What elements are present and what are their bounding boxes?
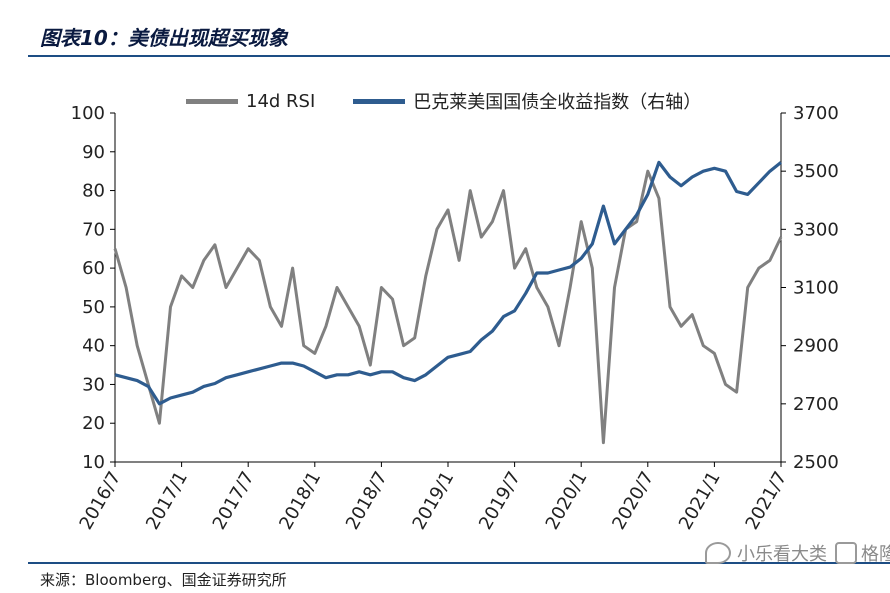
left-tick-label: 40 <box>82 336 105 357</box>
x-tick-label: 2017/7 <box>209 468 259 533</box>
right-tick-label: 3100 <box>793 278 839 299</box>
legend-swatch-rsi <box>186 98 238 104</box>
source-note: 来源：Bloomberg、国金证券研究所 <box>40 571 287 589</box>
right-tick-label: 3500 <box>793 161 839 182</box>
right-tick-label: 3300 <box>793 219 839 240</box>
rsi-series-line <box>113 169 783 445</box>
left-tick-label: 10 <box>82 452 105 473</box>
left-tick-label: 60 <box>82 258 105 279</box>
x-tick-label: 2021/1 <box>675 468 725 533</box>
x-tick-label: 2018/7 <box>342 468 392 533</box>
legend: 14d RSI 巴克莱美国国债全收益指数（右轴） <box>186 88 739 114</box>
left-tick-label: 30 <box>82 374 105 395</box>
legend-swatch-index <box>353 98 406 104</box>
legend-label-index: 巴克莱美国国债全收益指数（右轴） <box>413 92 702 113</box>
title-rule <box>28 55 890 57</box>
x-tick-label: 2020/7 <box>608 468 658 533</box>
watermark: 小乐看大类 格隆汇 <box>705 540 890 566</box>
right-tick-label: 2500 <box>793 452 839 473</box>
x-tick-label: 2017/1 <box>142 468 192 533</box>
right-tick-label: 2700 <box>793 394 839 415</box>
bottom-rule <box>28 562 890 564</box>
legend-item-rsi: 14d RSI <box>186 91 315 112</box>
legend-item-index: 巴克莱美国国债全收益指数（右轴） <box>353 88 701 114</box>
x-tick-label: 2020/1 <box>542 468 592 533</box>
wechat-icon <box>705 542 731 564</box>
treasury-index-series-line <box>114 160 782 406</box>
x-tick-label: 2018/1 <box>275 468 325 533</box>
left-tick-label: 100 <box>71 103 105 124</box>
watermark-extra: 格隆汇 <box>861 544 890 565</box>
right-tick-label: 3700 <box>793 103 839 124</box>
left-tick-label: 80 <box>82 181 105 202</box>
x-tick-label: 2019/7 <box>475 468 525 533</box>
gelonghui-icon <box>835 542 857 564</box>
x-tick-label: 2016/7 <box>75 468 125 533</box>
title-bar: 图表10：美债出现超买现象 <box>0 10 890 57</box>
left-tick-label: 70 <box>82 219 105 240</box>
watermark-brand: 小乐看大类 <box>737 544 827 565</box>
chart-title: 图表10：美债出现超买现象 <box>40 26 288 50</box>
right-tick-label: 2900 <box>793 336 839 357</box>
left-tick-label: 20 <box>82 413 105 434</box>
legend-label-rsi: 14d RSI <box>246 90 316 112</box>
left-tick-label: 50 <box>82 297 105 318</box>
x-tick-label: 2021/7 <box>741 468 791 533</box>
left-tick-label: 90 <box>82 142 105 163</box>
x-tick-label: 2019/1 <box>408 468 458 533</box>
